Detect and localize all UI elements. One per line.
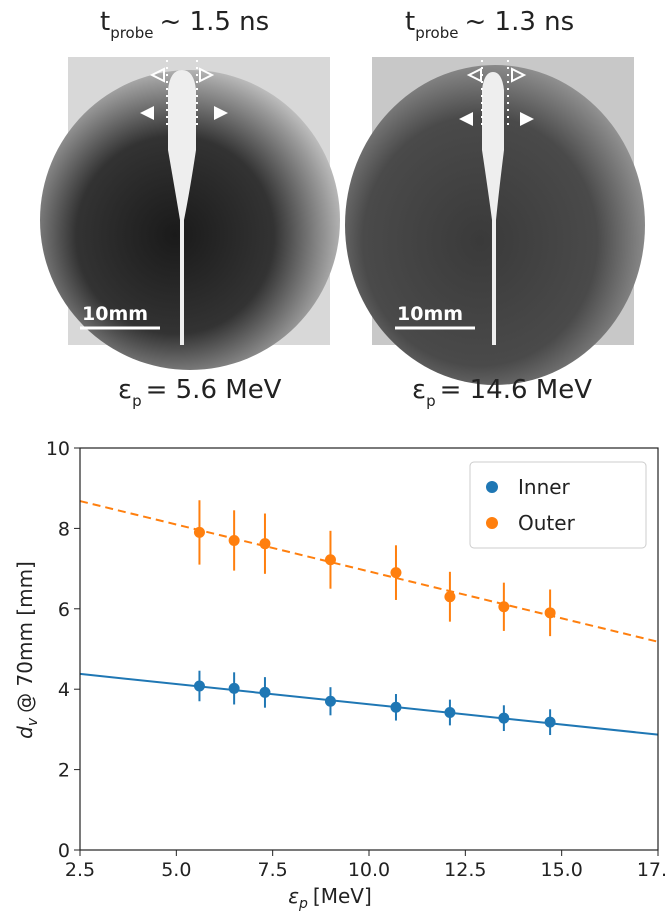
eps: ε [412, 375, 426, 405]
x-axis-label: εp [MeV] [288, 884, 372, 912]
arrows [149, 67, 215, 83]
fit-line [79, 500, 659, 643]
time: ~ 1.5 ns [160, 7, 270, 37]
y-symbol: d [13, 726, 37, 739]
panel-title: tprobe ~ 1.3 ns [405, 7, 574, 42]
scale-label: 10mm [82, 303, 148, 325]
jet [168, 70, 196, 345]
arrows [466, 67, 527, 83]
jet [482, 72, 504, 345]
time: ~ 1.3 ns [465, 7, 575, 37]
point [390, 567, 402, 579]
x-tick-label: 12.5 [444, 859, 486, 881]
y-tick-label: 0 [58, 840, 70, 862]
point [259, 686, 271, 698]
t: t [405, 7, 415, 37]
y-unit: @ 70mm [mm] [13, 561, 37, 713]
energy-label: εp = 5.6 MeV [118, 375, 282, 410]
energy-label: εp = 14.6 MeV [412, 375, 592, 410]
point [228, 534, 240, 546]
image-panel: 10mm [345, 57, 645, 385]
point [444, 591, 456, 603]
x-tick-label: 17.5 [637, 859, 665, 881]
point [390, 701, 402, 713]
point [544, 716, 556, 728]
image-panel: 10mm [40, 57, 340, 370]
point [324, 554, 336, 566]
point [544, 607, 556, 619]
x-tick-label: 15.0 [541, 859, 583, 881]
x-tick-label: 5.0 [161, 859, 191, 881]
legend-box [469, 461, 647, 549]
fit-line [79, 672, 659, 736]
legend-marker [486, 517, 498, 529]
point [444, 707, 456, 719]
energy: = 5.6 MeV [146, 375, 282, 405]
point [324, 695, 336, 707]
image-blob [40, 70, 340, 370]
point [259, 538, 271, 550]
eps: ε [118, 375, 132, 405]
point [498, 712, 510, 724]
energy: = 14.6 MeV [440, 375, 593, 405]
y-tick-label: 10 [46, 438, 70, 460]
x-symbol: ε [288, 884, 299, 908]
x-sub: p [298, 896, 308, 912]
legend-label: Outer [518, 511, 576, 535]
x-tick-label: 2.5 [65, 859, 95, 881]
plot-frame [79, 447, 659, 851]
scale-label: 10mm [397, 303, 463, 325]
y-axis-label: dv @ 70mm [mm] [13, 561, 41, 739]
x-tick-label: 10.0 [348, 859, 390, 881]
t: t [100, 7, 110, 37]
point [193, 680, 205, 692]
y-tick-label: 4 [58, 679, 70, 701]
legend-marker [486, 481, 498, 493]
eps-sub: p [426, 392, 436, 410]
legend-label: Inner [518, 475, 571, 499]
panel-title: tprobe ~ 1.5 ns [100, 7, 269, 42]
x-tick-label: 7.5 [258, 859, 288, 881]
point [498, 601, 510, 613]
eps-sub: p [132, 392, 142, 410]
point [193, 526, 205, 538]
t-sub: probe [415, 24, 458, 42]
y-sub: v [25, 717, 41, 726]
y-tick-label: 6 [58, 599, 70, 621]
t-sub: probe [110, 24, 153, 42]
y-tick-label: 2 [58, 760, 70, 782]
y-tick-label: 8 [58, 518, 70, 540]
point [228, 682, 240, 694]
x-unit: [MeV] [313, 884, 372, 908]
